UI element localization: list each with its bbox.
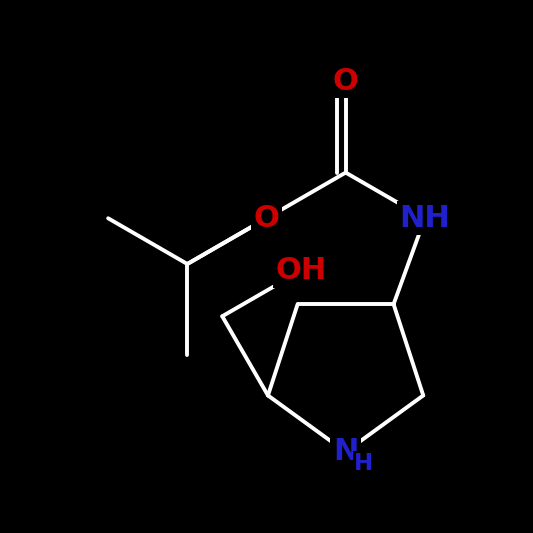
Text: O: O [254,204,279,233]
Text: O: O [333,67,359,95]
Text: H: H [354,452,374,475]
Text: OH: OH [276,256,327,285]
Text: N: N [333,438,358,466]
Text: NH: NH [399,204,450,233]
